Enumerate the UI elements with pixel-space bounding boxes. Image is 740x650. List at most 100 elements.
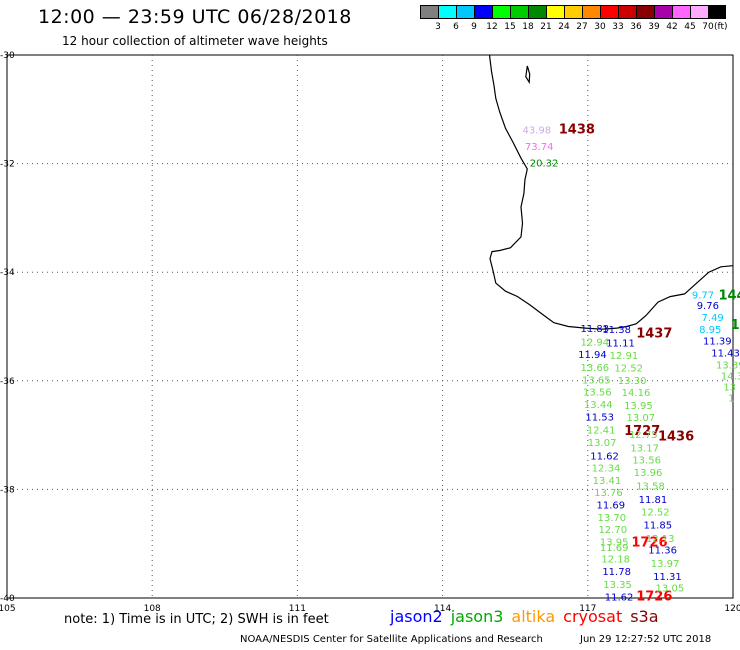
- wave-height-label: 11.62: [605, 593, 634, 604]
- wave-height-label: 14.16: [622, 388, 651, 399]
- satellite-name: altika: [511, 607, 556, 626]
- legend-tick-label: 36: [630, 22, 642, 32]
- wave-height-label: 12.70: [598, 525, 627, 536]
- wave-height-label: 11.53: [585, 412, 614, 423]
- wave-height-label: 11.69: [597, 500, 626, 511]
- wave-height-label: 11.38: [602, 325, 631, 336]
- wave-height-label: 12.52: [614, 364, 643, 375]
- wave-height-label: 13.66: [581, 363, 610, 374]
- legend-tick-label: 9: [471, 22, 477, 32]
- wave-height-label: 13.41: [593, 476, 622, 487]
- wave-height-label: 12.91: [610, 351, 639, 362]
- lat-tick-label: -38: [0, 485, 15, 495]
- wave-height-label: 12.13: [646, 534, 675, 545]
- pass-time-label: 1726: [631, 535, 667, 550]
- wave-height-label: 11.81: [639, 495, 668, 506]
- legend-swatch: [654, 5, 672, 19]
- page-title: 12:00 — 23:59 UTC 06/28/2018: [38, 6, 352, 28]
- legend-swatch: [438, 5, 456, 19]
- legend-tick-label: 39: [648, 22, 660, 32]
- pass-time-label: 1726: [636, 590, 672, 605]
- legend-tick-label: 21: [540, 22, 552, 32]
- wave-height-label: 13.97: [651, 559, 680, 570]
- wave-height-label: 13.76: [594, 488, 623, 499]
- satellite-name: jason2: [390, 607, 443, 626]
- legend-swatch: [636, 5, 654, 19]
- legend-swatch: [420, 5, 438, 19]
- page-subtitle: 12 hour collection of altimeter wave hei…: [62, 34, 328, 48]
- wave-height-label: 13.07: [627, 413, 656, 424]
- wave-height-label: 13.30: [618, 376, 647, 387]
- legend-tick-label: 6: [453, 22, 459, 32]
- legend-swatch: [474, 5, 492, 19]
- map-frame: [6, 54, 734, 599]
- wave-height-label: 7.49: [702, 313, 724, 324]
- legend-swatch: [600, 5, 618, 19]
- wave-height-label: 9.76: [697, 301, 719, 312]
- wave-height-label: 13.65: [582, 376, 611, 387]
- wave-height-label: 12.18: [601, 555, 630, 566]
- legend-swatch: [510, 5, 528, 19]
- legend-tick-label: 12: [486, 22, 498, 32]
- wave-height-label: 13.95: [624, 401, 653, 412]
- wave-height-label: 11.78: [602, 567, 631, 578]
- wave-height-label: 13.58: [636, 481, 665, 492]
- wave-height-label: 12.34: [592, 463, 621, 474]
- wave-height-label: 43.98: [522, 126, 551, 137]
- wave-height-label: 11.36: [648, 545, 677, 556]
- wave-height-label: 11.31: [653, 572, 682, 583]
- wave-height-label: 12.41: [587, 425, 616, 436]
- wave-height-label: 13: [723, 383, 736, 394]
- satellite-name: jason3: [450, 607, 504, 626]
- wave-height-label: 12.75: [629, 430, 658, 441]
- satellite-legend: jason2 jason3 altika cryosat s3a: [390, 607, 667, 626]
- wave-height-label: 12.94: [581, 338, 610, 349]
- lat-tick-label: -32: [0, 160, 15, 170]
- wave-height-label: 11.83: [581, 324, 610, 335]
- legend-tick-label: 42: [666, 22, 678, 32]
- pass-time-label: 1727: [624, 424, 660, 439]
- satellite-name: cryosat: [563, 607, 623, 626]
- wave-height-label: 13.35: [603, 580, 632, 591]
- wave-height-label: 1: [728, 393, 734, 404]
- wave-height-label: 13.95: [600, 537, 629, 548]
- wave-height-label: 13.56: [632, 455, 661, 466]
- legend-swatch: [528, 5, 546, 19]
- island-outline: [525, 65, 531, 85]
- wave-height-label: 9.77: [692, 290, 714, 301]
- wave-height-label: 13.07: [588, 438, 617, 449]
- wave-height-label: 11.62: [590, 452, 619, 463]
- pass-time-label: 144: [718, 288, 740, 303]
- legend-tick-label: 18: [522, 22, 534, 32]
- pass-time-label: 1437: [636, 326, 672, 341]
- wave-height-label: 13.39: [716, 360, 740, 371]
- legend-tick-label: 70: [702, 22, 714, 32]
- legend-tick-label: 33: [612, 22, 624, 32]
- wave-height-label: 14.3: [721, 372, 740, 383]
- legend-swatch: [672, 5, 690, 19]
- lon-tick-label: 105: [0, 604, 16, 614]
- wave-height-label: 13.17: [630, 443, 659, 454]
- legend-unit: (ft): [714, 22, 728, 32]
- wave-height-label: 11.39: [703, 336, 732, 347]
- color-scale-legend: [420, 5, 726, 19]
- lat-tick-label: -40: [0, 594, 15, 604]
- pass-time-label: 1: [731, 318, 740, 333]
- wave-height-label: 73.74: [525, 142, 554, 153]
- wave-height-label: 20.32: [530, 158, 559, 169]
- lon-tick-label: 114: [434, 604, 451, 614]
- color-scale-ticks: 3 6 9 12 15 18 21 24 27 30 33 36 39 42 45 70 (ft): [420, 22, 730, 34]
- legend-swatch: [564, 5, 582, 19]
- generated-time: Jun 29 12:27:52 UTC 2018: [580, 634, 712, 645]
- wave-height-label: 11.43: [711, 348, 740, 359]
- lon-tick-label: 108: [144, 604, 161, 614]
- pass-time-label: 1438: [559, 123, 595, 138]
- legend-swatch: [582, 5, 600, 19]
- legend-tick-label: 15: [504, 22, 516, 32]
- legend-swatch: [456, 5, 474, 19]
- lon-tick-label: 117: [579, 604, 596, 614]
- lon-tick-label: 111: [289, 604, 306, 614]
- legend-tick-label: 24: [558, 22, 570, 32]
- credit-text: NOAA/NESDIS Center for Satellite Applica…: [240, 634, 543, 645]
